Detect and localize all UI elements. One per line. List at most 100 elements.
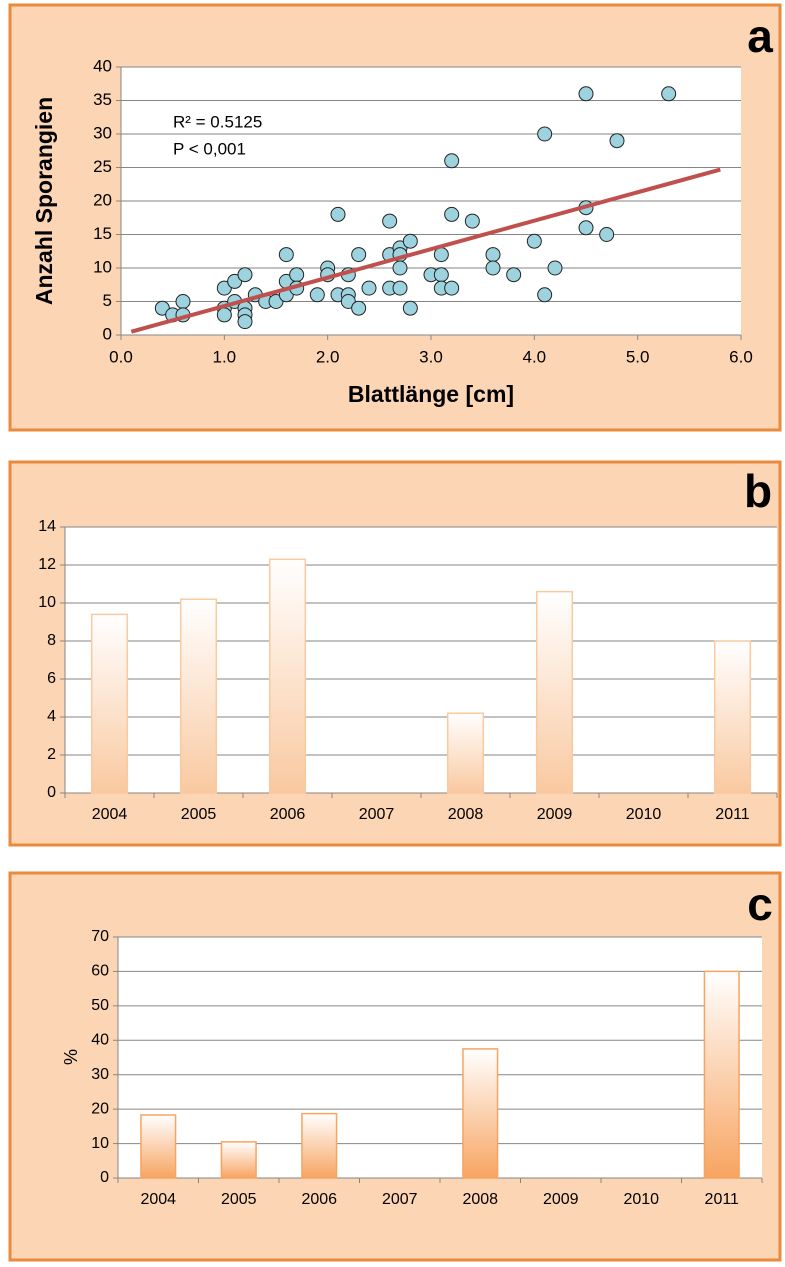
- point: [609, 133, 625, 149]
- x-tick-label: 2009: [543, 1191, 579, 1208]
- point: [402, 300, 418, 316]
- x-tick-label: 2010: [626, 806, 662, 823]
- x-tick-label: 2005: [181, 806, 217, 823]
- y-tick-label: 25: [93, 157, 112, 176]
- point: [444, 206, 460, 222]
- trend-line: [130, 167, 721, 334]
- point: [392, 260, 408, 276]
- y-axis-label: %: [61, 1049, 81, 1065]
- plot-area: [65, 527, 777, 793]
- y-tick-label: 70: [91, 928, 109, 945]
- bar: [90, 613, 129, 794]
- x-tick-label: 0.0: [109, 347, 133, 366]
- point: [526, 233, 542, 249]
- y-tick-label: 10: [93, 257, 112, 276]
- y-tick-label: 30: [91, 1066, 109, 1083]
- point: [278, 247, 294, 263]
- x-tick-label: 3.0: [419, 347, 443, 366]
- x-tick-label: 2004: [92, 806, 128, 823]
- point: [433, 267, 449, 283]
- point: [382, 213, 398, 229]
- panel-letter: a: [747, 10, 773, 62]
- x-tick-label: 2.0: [316, 347, 340, 366]
- point: [175, 294, 191, 309]
- y-tick-label: 0: [103, 324, 112, 343]
- x-tick-label: 2004: [140, 1191, 176, 1208]
- x-tick-label: 6.0: [729, 347, 753, 366]
- y-tick-label: 12: [38, 556, 56, 573]
- panel-letter: b: [744, 465, 772, 517]
- x-tick-label: 2010: [623, 1191, 659, 1208]
- point: [330, 206, 346, 222]
- plot-area: [118, 937, 762, 1178]
- y-tick-label: 10: [91, 1135, 109, 1152]
- x-tick-label: 2011: [705, 1191, 740, 1208]
- y-tick-label: 40: [91, 1032, 109, 1049]
- y-tick-label: 20: [91, 1100, 109, 1117]
- y-tick-label: 6: [47, 670, 56, 687]
- y-tick-label: 10: [38, 594, 56, 611]
- point: [537, 126, 553, 142]
- x-tick-label: 2008: [462, 1191, 498, 1208]
- bar: [140, 1114, 177, 1179]
- y-tick-label: 14: [38, 518, 56, 535]
- point: [485, 260, 501, 276]
- point: [537, 287, 553, 303]
- panel-letter: c: [747, 878, 773, 930]
- point: [599, 227, 615, 242]
- point: [444, 153, 460, 169]
- x-tick-label: 2005: [221, 1191, 257, 1208]
- point: [578, 220, 594, 236]
- point: [289, 267, 305, 283]
- point: [485, 247, 501, 263]
- x-tick-label: 2006: [301, 1191, 337, 1208]
- point: [361, 280, 377, 296]
- bar: [446, 712, 485, 794]
- point: [402, 233, 418, 249]
- x-tick-label: 2011: [715, 806, 750, 823]
- bar: [462, 1048, 499, 1179]
- x-tick-label: 2009: [537, 806, 573, 823]
- annotation: P < 0,001: [173, 139, 246, 158]
- x-tick-label: 2007: [359, 806, 395, 823]
- point: [661, 86, 677, 102]
- point: [237, 314, 253, 330]
- bar: [301, 1112, 338, 1179]
- y-tick-label: 15: [93, 224, 112, 243]
- y-tick-label: 60: [91, 963, 109, 980]
- point: [309, 287, 325, 303]
- x-tick-label: 4.0: [523, 347, 547, 366]
- bar: [703, 970, 740, 1179]
- bar: [713, 640, 752, 794]
- point: [351, 247, 367, 263]
- y-tick-label: 0: [100, 1169, 109, 1186]
- x-tick-label: 2008: [448, 806, 484, 823]
- point: [547, 260, 563, 276]
- y-tick-label: 4: [47, 708, 56, 725]
- y-tick-label: 0: [47, 784, 56, 801]
- point: [506, 267, 522, 283]
- x-tick-label: 1.0: [213, 347, 237, 366]
- annotation: R² = 0.5125: [173, 112, 262, 131]
- y-tick-label: 50: [91, 997, 109, 1014]
- y-tick-label: 2: [47, 746, 56, 763]
- y-tick-label: 35: [93, 90, 112, 109]
- bar: [220, 1141, 257, 1179]
- point: [444, 280, 460, 296]
- y-tick-label: 20: [93, 190, 112, 209]
- y-tick-label: 30: [93, 123, 112, 142]
- y-tick-label: 40: [93, 56, 112, 75]
- point: [464, 213, 480, 229]
- y-tick-label: 5: [103, 291, 112, 310]
- x-tick-label: 2006: [270, 806, 306, 823]
- point: [237, 267, 253, 283]
- bar: [179, 598, 218, 794]
- y-tick-label: 8: [47, 632, 56, 649]
- point: [578, 86, 594, 102]
- bar: [268, 558, 307, 794]
- point: [392, 280, 408, 296]
- x-tick-label: 2007: [382, 1191, 418, 1208]
- point: [351, 300, 367, 316]
- x-axis-label: Blattlänge [cm]: [348, 381, 514, 407]
